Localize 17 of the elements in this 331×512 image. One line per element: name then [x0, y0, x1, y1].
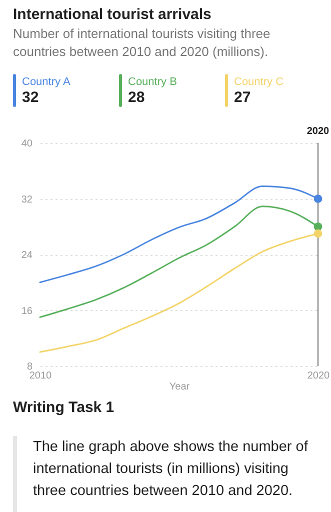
chart-title: International tourist arrivals [13, 6, 212, 23]
text: Country A [22, 75, 72, 89]
y-tick-label: 32 [21, 194, 33, 206]
text: 28 [128, 89, 146, 106]
text: Country C [234, 75, 285, 89]
x-axis-title: Year [169, 382, 190, 392]
text: The line graph above shows the number of international tourists (in millions) visiting three countries between 2010 and 2020. [13, 436, 318, 512]
y-tick-label: 16 [21, 306, 33, 317]
y-tick-label: 40 [21, 138, 33, 150]
ref-line-label: 2020 [306, 126, 330, 137]
y-tick-label: 8 [26, 362, 33, 372]
text: Country B [128, 75, 178, 89]
y-tick-label: 24 [21, 250, 33, 261]
x-tick-label: 2010 [29, 370, 52, 382]
text: Writing Task 1 [13, 399, 114, 416]
chart-subtitle: Number of international tourists visiting three countries between 2010 and 2020 (millions). [13, 25, 272, 61]
text: 27 [234, 89, 252, 106]
